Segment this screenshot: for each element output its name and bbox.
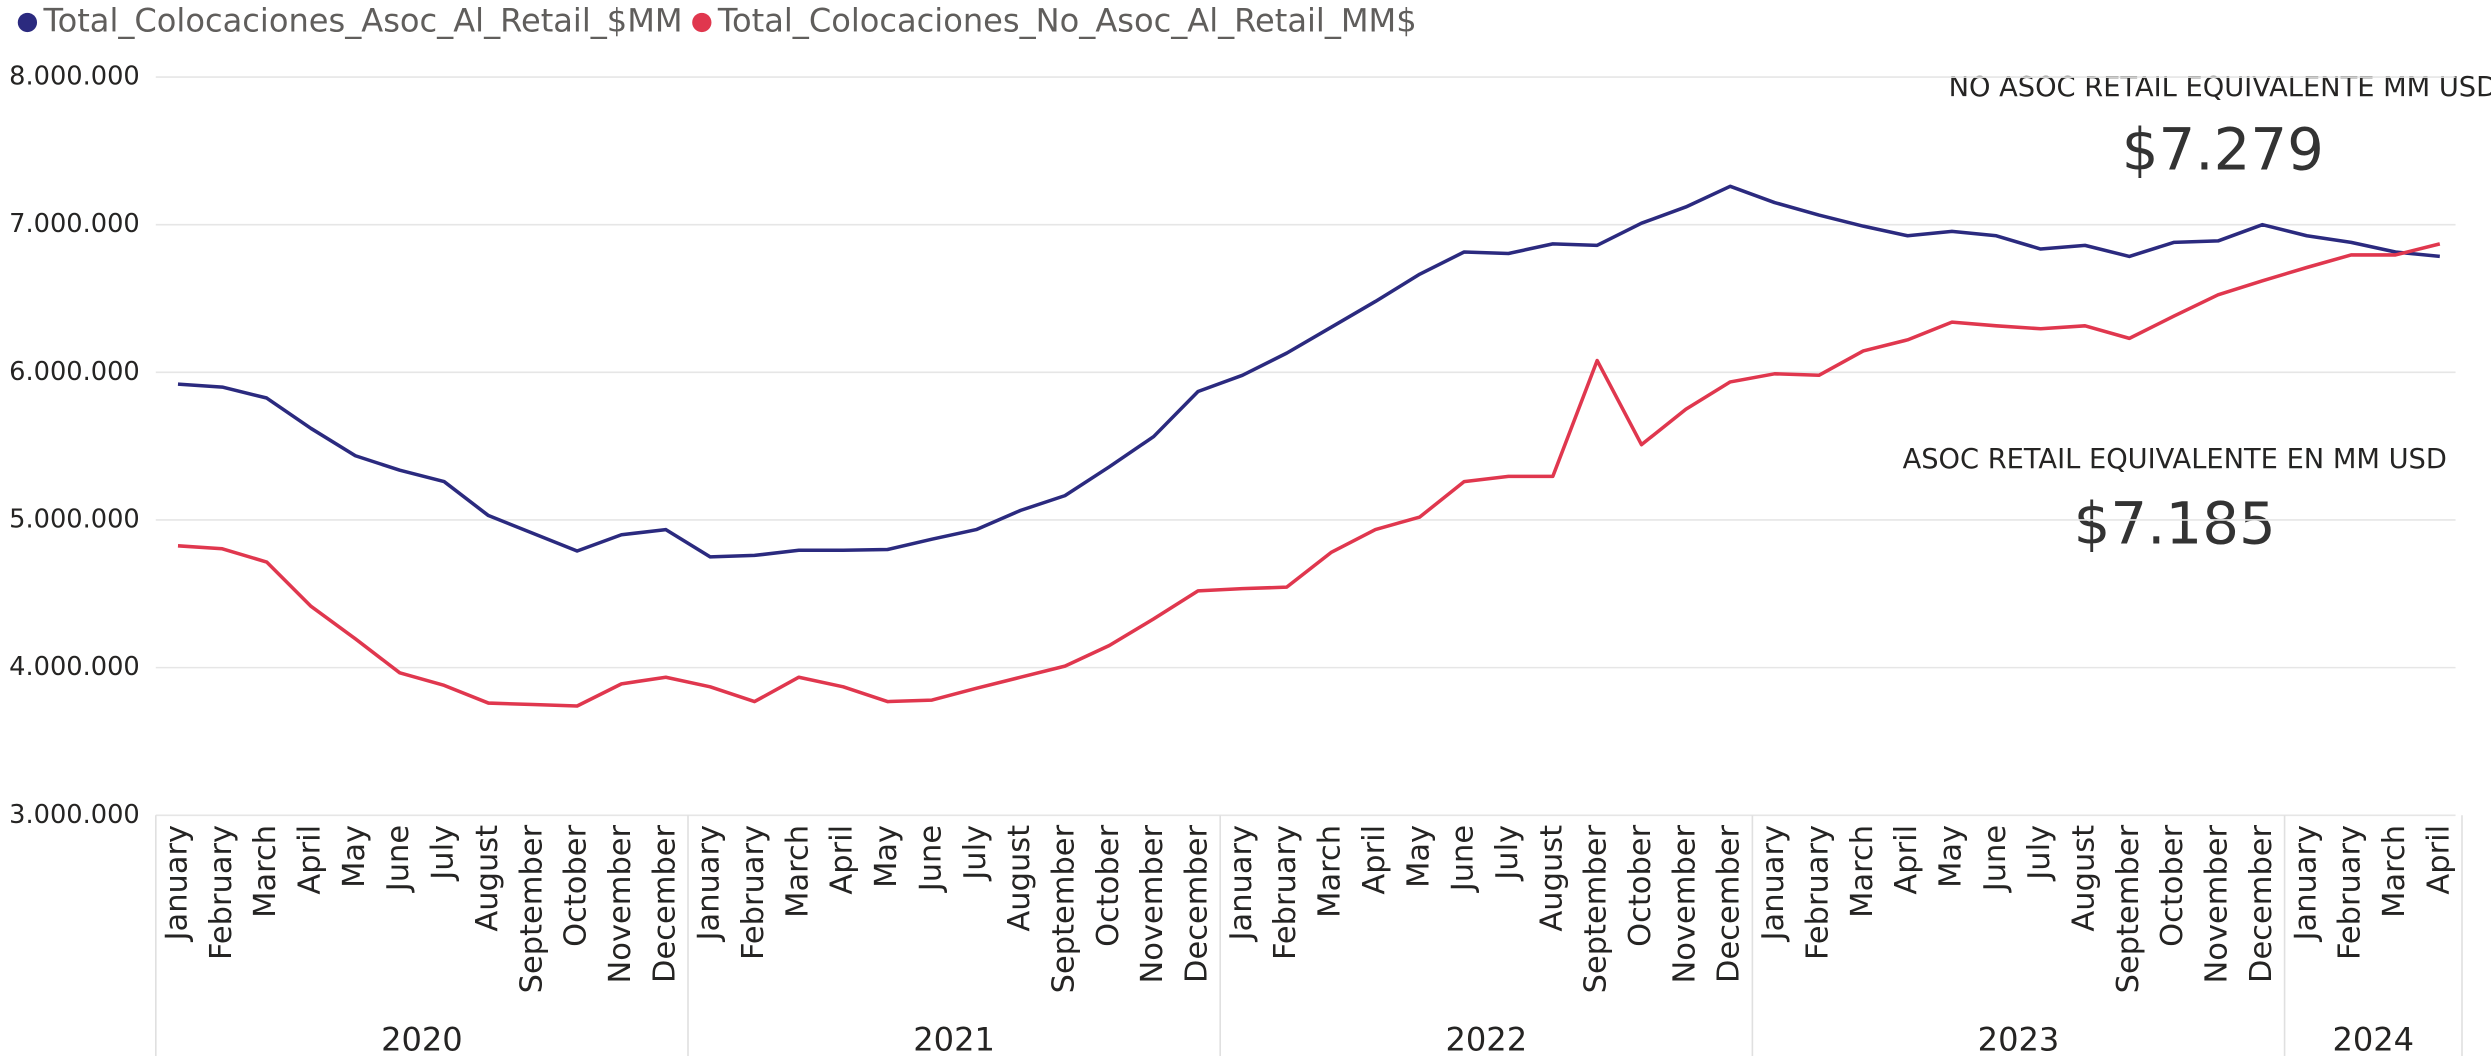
kpi-label: ASOC RETAIL EQUIVALENTE EN MM USD (1903, 444, 2447, 475)
x-tick-label: March (780, 825, 815, 918)
year-label: 2023 (1978, 1021, 2060, 1056)
x-tick-label: April (825, 825, 860, 895)
x-tick-label: October (1091, 824, 1126, 946)
x-tick-label: April (2421, 825, 2456, 895)
x-tick-label: July (426, 825, 461, 882)
y-tick-label: 6.000.000 (9, 357, 140, 387)
x-tick-label: November (1667, 824, 1702, 983)
x-tick-label: April (1357, 825, 1392, 895)
x-tick-label: November (603, 824, 638, 983)
x-tick-label: December (1712, 824, 1747, 983)
year-label: 2021 (913, 1021, 995, 1056)
x-tick-label: November (1135, 824, 1170, 983)
x-tick-label: March (248, 825, 283, 918)
legend-marker (17, 12, 38, 33)
x-tick-label: May (1933, 825, 1968, 888)
x-tick-label: January (692, 825, 727, 943)
year-label: 2024 (2332, 1021, 2414, 1056)
legend-marker (692, 12, 712, 33)
x-tick-label: November (2200, 824, 2235, 983)
x-tick-label: May (337, 825, 372, 888)
kpi-value: $7.185 (2074, 490, 2276, 558)
x-tick-label: January (159, 825, 194, 943)
x-tick-label: January (1224, 825, 1259, 943)
y-tick-label: 8.000.000 (9, 62, 140, 92)
x-tick-label: December (647, 824, 682, 983)
x-tick-label: April (293, 825, 328, 895)
y-tick-label: 5.000.000 (9, 504, 140, 534)
y-tick-label: 4.000.000 (9, 652, 140, 682)
x-tick-label: July (958, 825, 993, 882)
x-tick-label: July (1490, 825, 1525, 882)
series-line (177, 242, 2441, 708)
x-tick-label: August (470, 825, 505, 932)
x-tick-label: October (559, 824, 594, 946)
x-tick-label: August (1534, 825, 1569, 932)
x-tick-label: October (2155, 824, 2190, 946)
y-tick-label: 7.000.000 (9, 209, 140, 239)
x-tick-label: April (1889, 825, 1924, 895)
legend-label: Total_Colocaciones_No_Asoc_Al_Retail_MM$ (717, 1, 1417, 39)
x-tick-label: March (2377, 825, 2412, 918)
legend-label: Total_Colocaciones_Asoc_Al_Retail_$MM (42, 1, 682, 39)
year-label: 2022 (1445, 1021, 1527, 1056)
x-tick-label: June (381, 825, 416, 893)
x-tick-label: February (1268, 825, 1303, 960)
x-tick-label: September (1046, 824, 1081, 993)
x-tick-label: May (1401, 825, 1436, 888)
x-tick-label: May (869, 825, 904, 888)
x-tick-label: March (1313, 825, 1348, 918)
x-tick-label: December (2244, 824, 2279, 983)
x-tick-label: June (1978, 825, 2013, 893)
y-tick-label: 3.000.000 (9, 800, 140, 830)
x-tick-label: February (1800, 825, 1835, 960)
x-tick-label: July (2022, 825, 2057, 882)
x-tick-label: December (1180, 824, 1215, 983)
x-tick-label: September (1579, 824, 1614, 993)
series-line (177, 184, 2440, 559)
x-tick-label: June (913, 825, 948, 893)
x-tick-label: October (1623, 824, 1658, 946)
x-tick-label: June (1446, 825, 1481, 893)
x-tick-label: September (514, 824, 549, 993)
x-tick-label: March (1845, 825, 1880, 918)
x-tick-label: September (2111, 824, 2146, 993)
x-tick-label: February (204, 825, 239, 960)
x-tick-label: August (1002, 825, 1037, 932)
x-tick-label: January (2288, 825, 2323, 943)
kpi-value: $7.279 (2122, 116, 2324, 184)
x-tick-label: August (2067, 825, 2102, 932)
x-tick-label: February (2333, 825, 2368, 960)
x-tick-label: January (1756, 825, 1791, 943)
x-tick-label: February (736, 825, 771, 960)
year-label: 2020 (381, 1021, 463, 1056)
